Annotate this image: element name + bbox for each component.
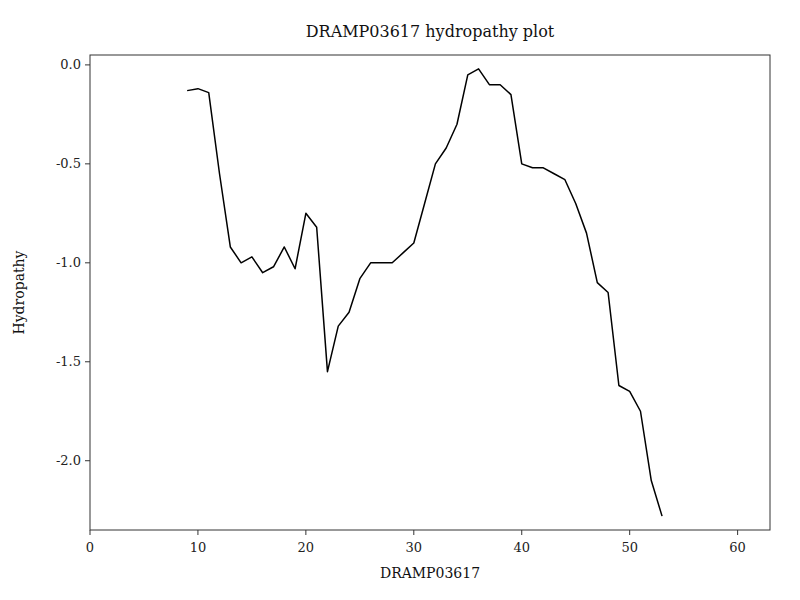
- x-tick: [629, 530, 630, 535]
- y-axis-label: Hydropathy: [11, 250, 27, 334]
- title: DRAMP03617 hydropathy plot: [306, 22, 555, 41]
- y-tick: [85, 460, 90, 461]
- y-tick: [85, 262, 90, 263]
- y-tick: [85, 361, 90, 362]
- data-line: [187, 69, 662, 516]
- chart: 0 10 20 30 40 50 60 0.0 -0.5 -1.0 -1.5 -2.0 DRAMP036…: [0, 0, 800, 600]
- y-tick: [85, 64, 90, 65]
- chart-container: 0 10 20 30 40 50 60 0.0 -0.5 -1.0 -1.5 -2.0 DRAMP036…: [0, 0, 800, 600]
- x-tick-label: 40: [513, 540, 530, 555]
- x-axis-label: DRAMP03617: [380, 565, 480, 581]
- y-tick-label: -0.5: [56, 156, 81, 171]
- y-tick-label: -1.5: [56, 354, 81, 369]
- x-tick-label: 10: [190, 540, 207, 555]
- x-tick: [413, 530, 414, 535]
- x-tick: [737, 530, 738, 535]
- x-axis: 0 10 20 30 40 50 60: [86, 530, 746, 555]
- x-tick: [90, 530, 91, 535]
- x-tick-label: 20: [298, 540, 315, 555]
- x-tick: [197, 530, 198, 535]
- background: [0, 0, 800, 600]
- x-tick-label: 60: [729, 540, 746, 555]
- x-tick-label: 50: [621, 540, 638, 555]
- y-tick-label: -2.0: [56, 453, 81, 468]
- x-tick: [521, 530, 522, 535]
- plot-frame: [90, 55, 770, 530]
- x-tick-label: 30: [406, 540, 423, 555]
- plot-area: [187, 69, 662, 516]
- y-axis: 0.0 -0.5 -1.0 -1.5 -2.0: [56, 57, 90, 468]
- x-tick-label: 0: [86, 540, 94, 555]
- y-tick-label: 0.0: [60, 57, 81, 72]
- x-tick: [305, 530, 306, 535]
- y-tick-label: -1.0: [56, 255, 81, 270]
- y-tick: [85, 163, 90, 164]
